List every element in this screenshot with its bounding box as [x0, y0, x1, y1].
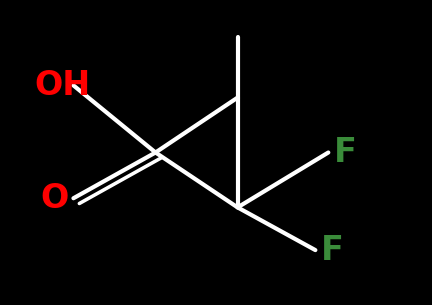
Text: OH: OH: [35, 69, 91, 102]
Text: O: O: [40, 182, 68, 215]
Text: F: F: [334, 136, 357, 169]
Text: F: F: [321, 234, 344, 267]
